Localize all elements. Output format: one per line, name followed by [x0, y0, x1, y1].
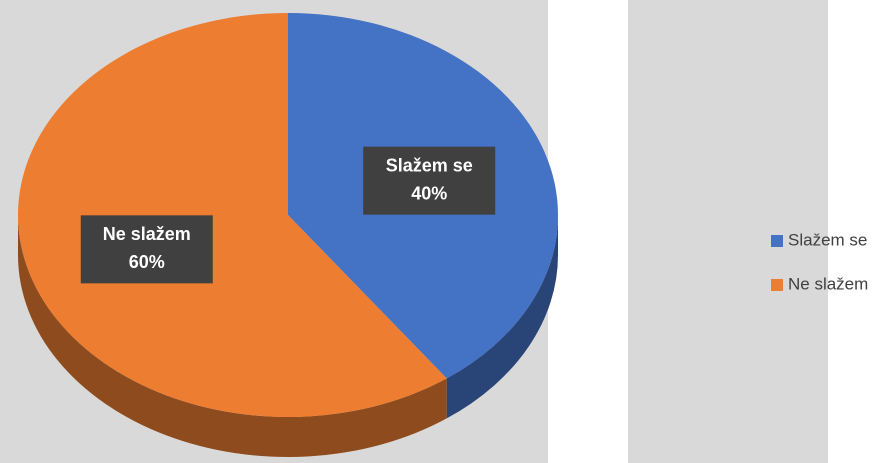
- pie-slice: [17, 13, 447, 418]
- legend-swatch: [771, 279, 783, 291]
- legend-label: Slažem se: [788, 230, 867, 249]
- data-label-value: 60%: [129, 252, 165, 272]
- slice-side: [18, 215, 447, 457]
- legend-swatch: [771, 235, 783, 247]
- data-label-category: Slažem se: [386, 155, 473, 175]
- slice-side: [446, 215, 558, 419]
- legend-label: Ne slažem: [788, 274, 868, 293]
- data-label-category: Ne slažem: [103, 224, 191, 244]
- legend-background: [628, 0, 828, 463]
- data-label-box: [363, 146, 496, 215]
- data-label-box: [80, 215, 213, 284]
- data-label-value: 40%: [411, 183, 447, 203]
